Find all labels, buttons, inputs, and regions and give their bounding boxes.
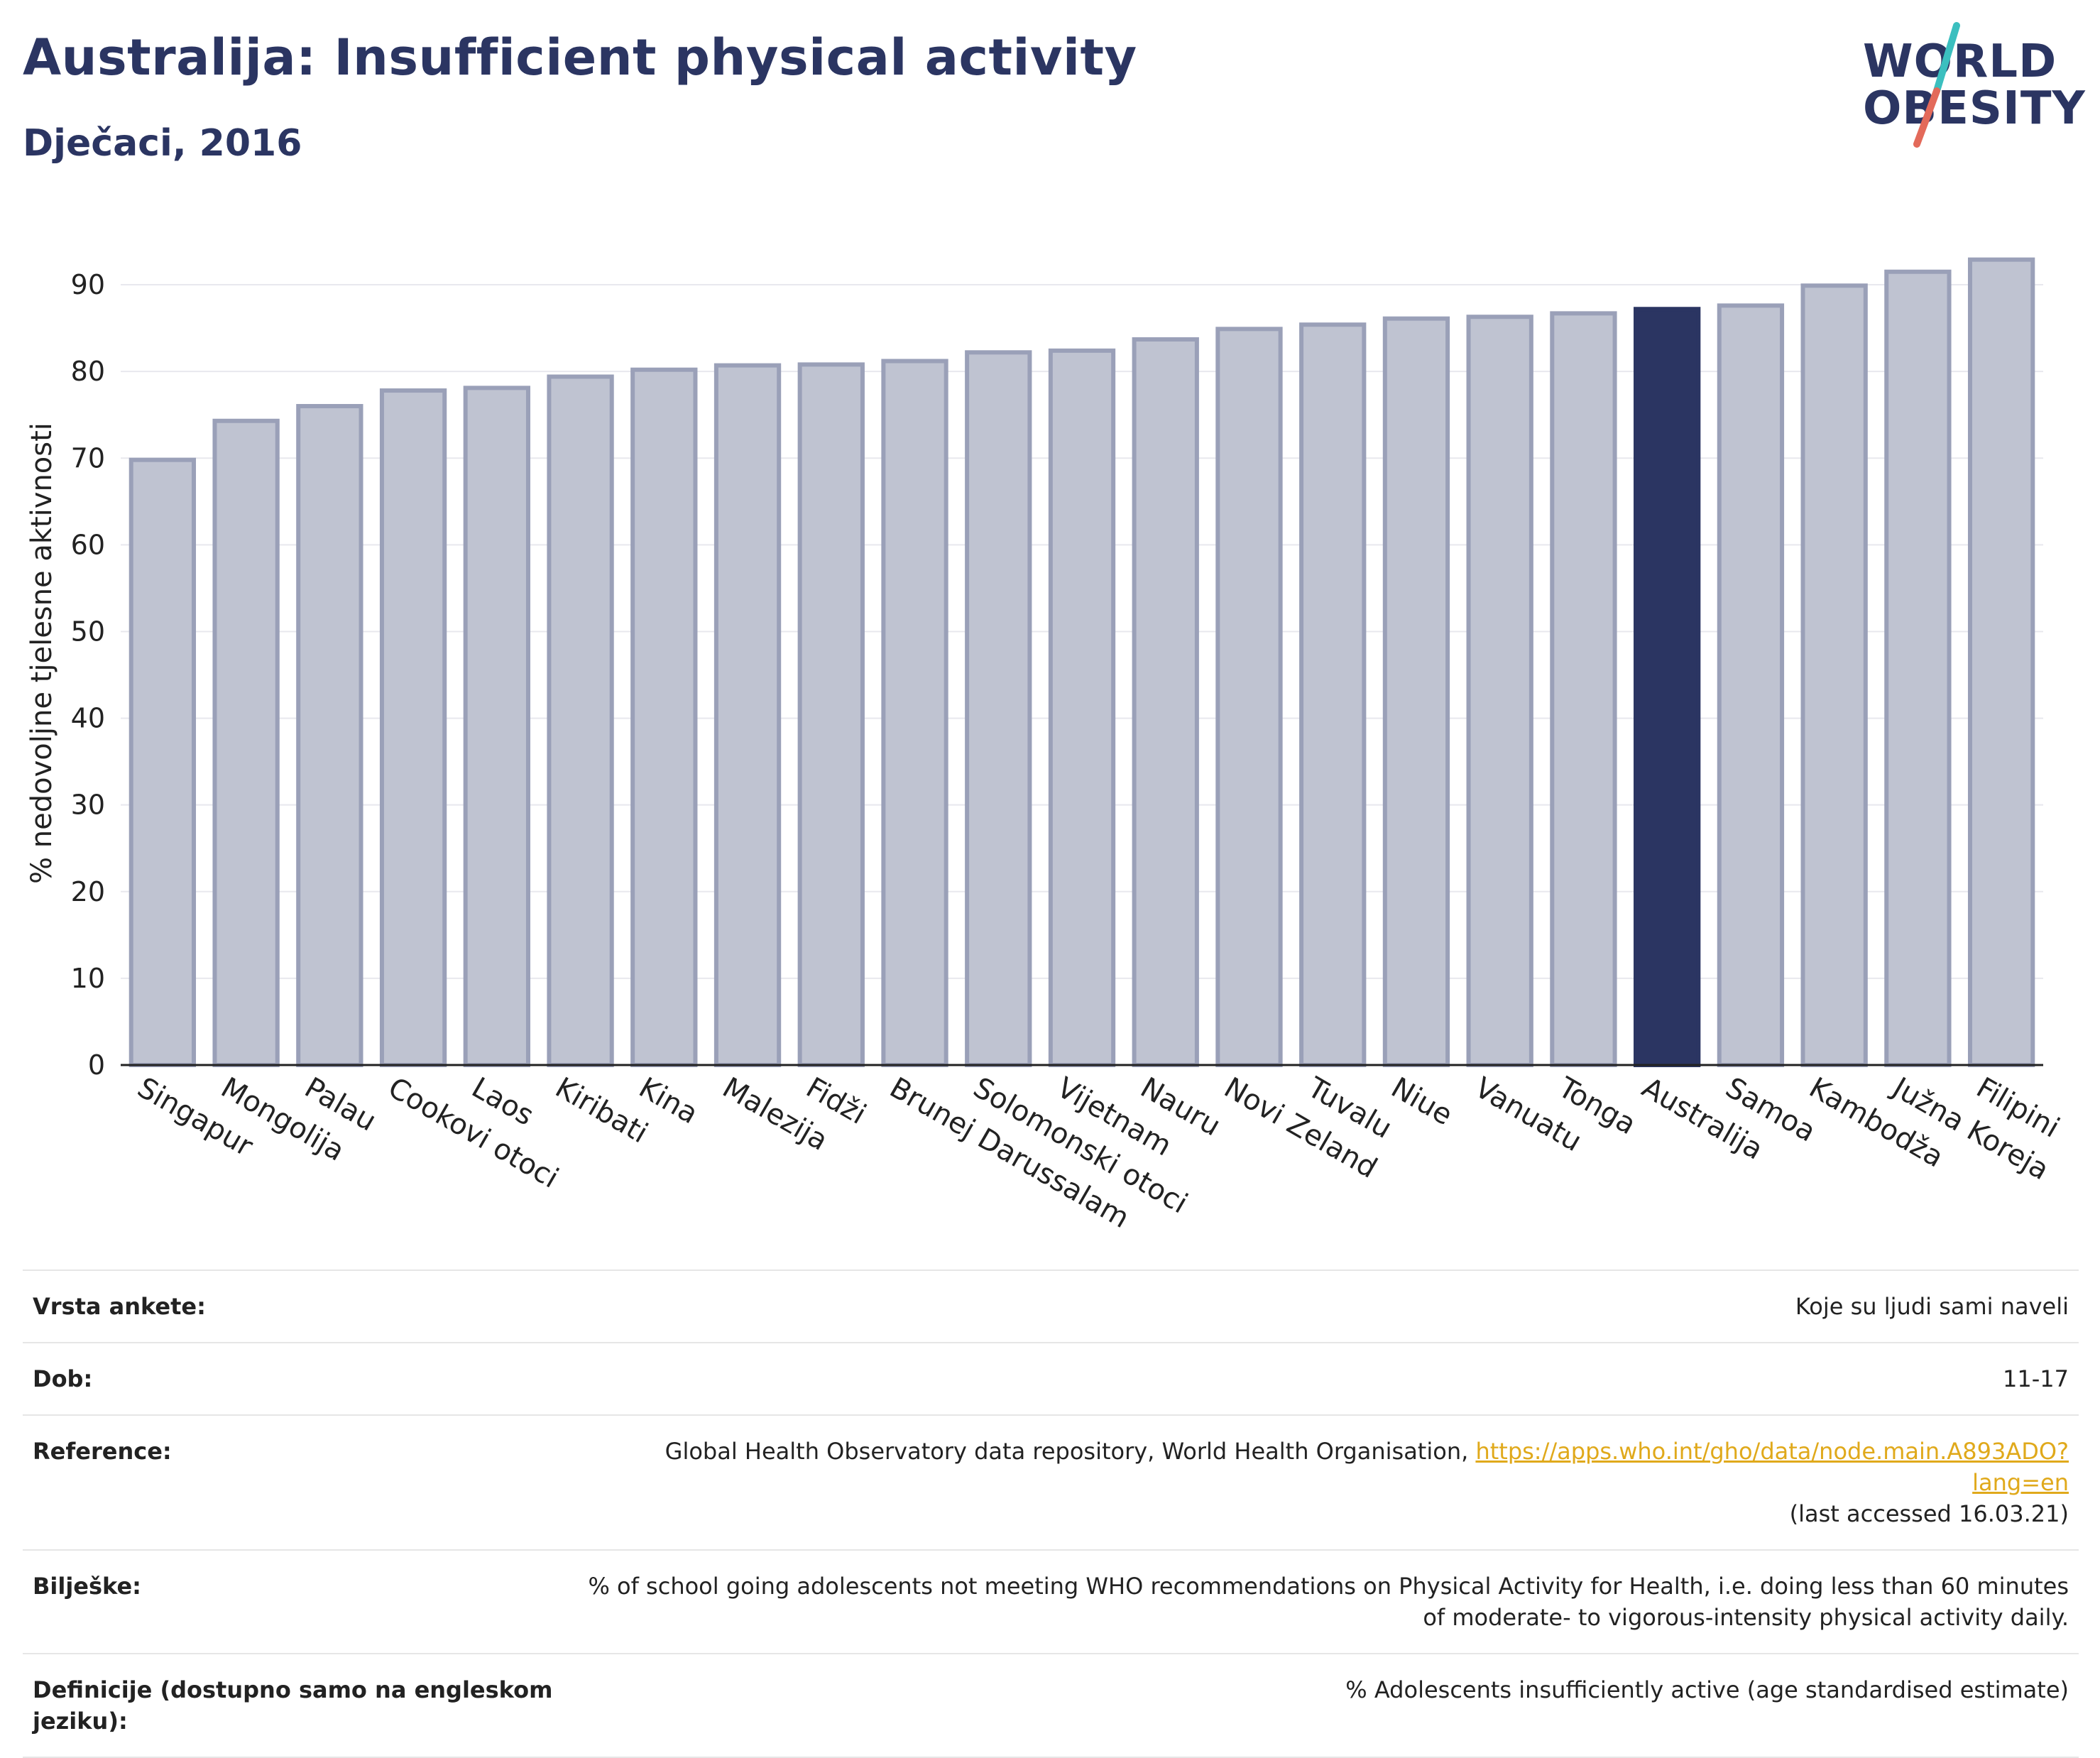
bar xyxy=(547,374,614,1068)
bar xyxy=(713,363,782,1067)
y-tick-label: 10 xyxy=(71,963,105,994)
page-subtitle: Dječaci, 2016 xyxy=(23,122,302,165)
y-axis-label: % nedovoljne tjelesne aktivnosti xyxy=(26,422,58,884)
definitions-value: % Adolescents insufficiently active (age… xyxy=(1345,1676,2069,1703)
table-row: Dob: 11-17 xyxy=(23,1342,2079,1414)
age-label: Dob: xyxy=(33,1365,93,1392)
bar xyxy=(128,457,197,1067)
y-tick-label: 60 xyxy=(71,529,105,560)
bar xyxy=(1382,316,1450,1067)
y-tick-label: 50 xyxy=(71,616,105,647)
bar xyxy=(1884,269,1952,1068)
x-tick-label: Niue xyxy=(1386,1071,1458,1132)
y-tick-label: 30 xyxy=(71,790,105,821)
age-value: 11-17 xyxy=(2003,1365,2069,1392)
table-row: Bilješke: % of school going adolescents … xyxy=(23,1549,2079,1653)
logo-slash-icon xyxy=(1913,22,1960,148)
bar xyxy=(1967,257,2035,1068)
table-row: Vrsta ankete: Koje su ljudi sami naveli xyxy=(23,1270,2079,1342)
logo-line2: OBESITY xyxy=(1863,82,2086,135)
page-title: Australija: Insufficient physical activi… xyxy=(23,28,1137,87)
bar xyxy=(1466,315,1533,1068)
bar xyxy=(1550,311,1617,1067)
bar xyxy=(1634,307,1701,1068)
x-tick-label: Kiribati xyxy=(549,1071,653,1150)
world-obesity-logo: WORLD OBESITY xyxy=(1853,20,2085,155)
notes-value: % of school going adolescents not meetin… xyxy=(588,1573,2069,1631)
reference-link[interactable]: https://apps.who.int/gho/data/node.main.… xyxy=(1475,1438,2069,1496)
bar xyxy=(1132,337,1199,1067)
bar xyxy=(630,367,698,1068)
bar xyxy=(296,404,363,1067)
reference-value: Global Health Observatory data repositor… xyxy=(578,1436,2069,1529)
y-tick-label: 0 xyxy=(88,1049,105,1081)
bar xyxy=(212,418,280,1068)
bar xyxy=(463,386,530,1067)
bar xyxy=(797,362,865,1068)
survey-type-label: Vrsta ankete: xyxy=(33,1293,206,1320)
logo-line1: WORLD xyxy=(1863,36,2057,88)
y-tick-label: 40 xyxy=(71,703,105,734)
bar xyxy=(1717,303,1785,1067)
table-row: Definicije (dostupno samo na engleskom j… xyxy=(23,1653,2079,1758)
y-tick-label: 90 xyxy=(71,269,105,300)
y-tick-label: 80 xyxy=(71,356,105,387)
table-row: Reference: Global Health Observatory dat… xyxy=(23,1414,2079,1549)
reference-label: Reference: xyxy=(33,1438,172,1465)
bar xyxy=(1299,322,1367,1067)
bar-chart: 0 10 20 30 40 50 60 70 80 90 % nedovoljne tjelesne… xyxy=(26,257,2065,1235)
y-tick-label: 70 xyxy=(71,442,105,474)
bar xyxy=(965,350,1032,1067)
bar xyxy=(1215,327,1283,1068)
survey-type-value: Koje su ljudi sami naveli xyxy=(1795,1293,2069,1320)
bar xyxy=(881,359,948,1068)
reference-text: Global Health Observatory data repositor… xyxy=(665,1438,1469,1465)
reference-note: (last accessed 16.03.21) xyxy=(1789,1500,2069,1527)
definitions-label: Definicije (dostupno samo na engleskom j… xyxy=(33,1676,553,1735)
notes-label: Bilješke: xyxy=(33,1573,141,1600)
info-table: Vrsta ankete: Koje su ljudi sami naveli … xyxy=(23,1270,2079,1758)
y-tick-label: 20 xyxy=(71,876,105,907)
bar xyxy=(1048,348,1116,1067)
bar xyxy=(379,388,447,1067)
bar xyxy=(1800,283,1868,1067)
